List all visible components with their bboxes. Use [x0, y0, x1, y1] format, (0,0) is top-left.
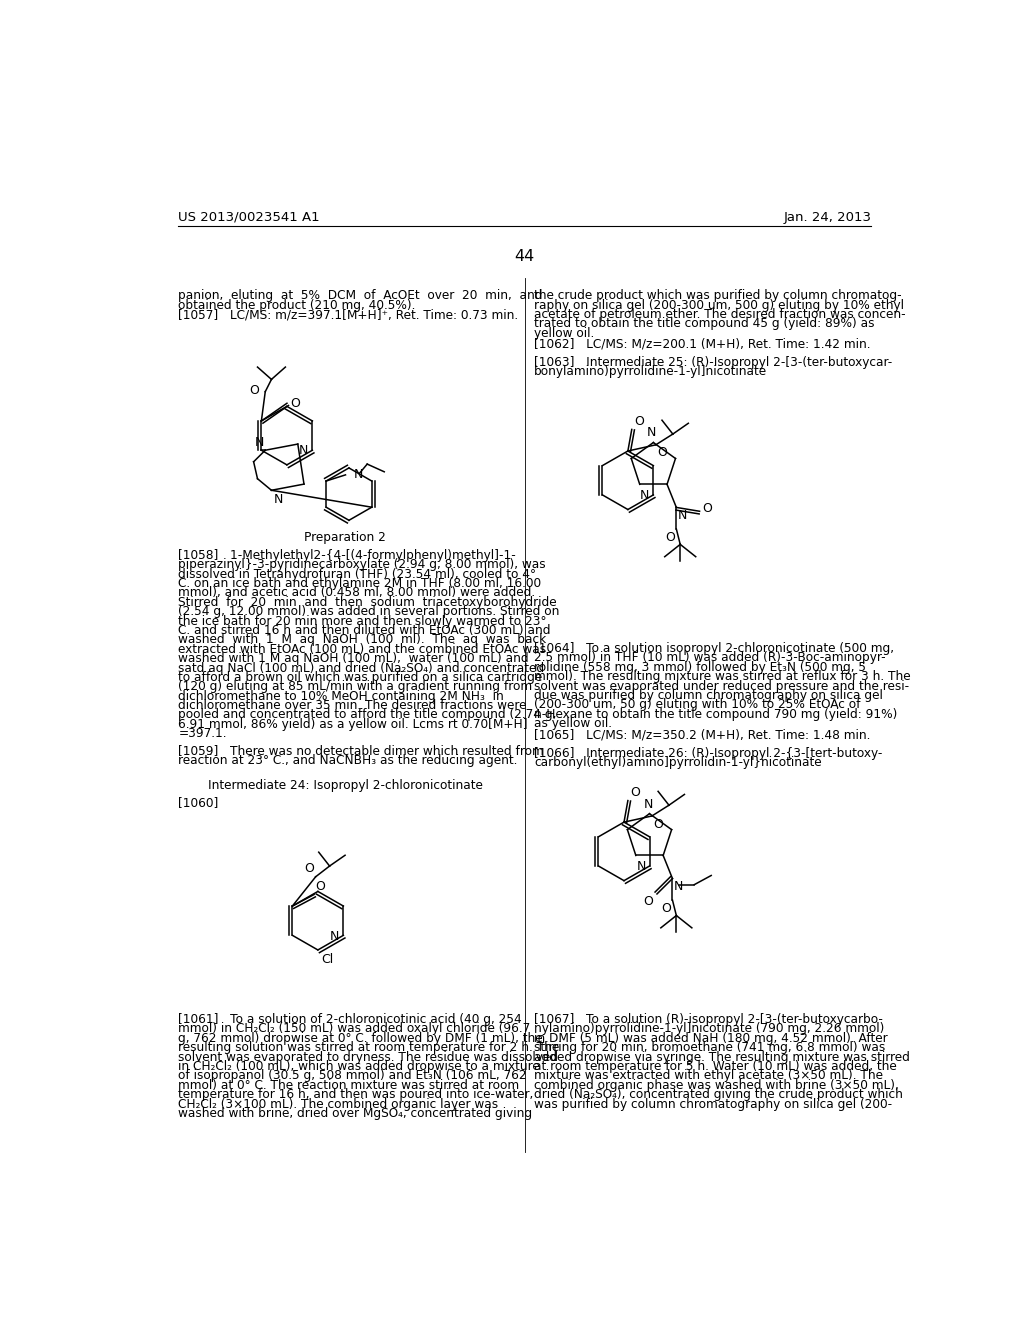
Text: acetate of petroleum ether. The desired fraction was concen-: acetate of petroleum ether. The desired … [535, 308, 905, 321]
Text: [1067]   To a solution (R)-isopropyl 2-[3-(ter-butoxycarbo-: [1067] To a solution (R)-isopropyl 2-[3-… [535, 1014, 883, 1026]
Text: [1062]   LC/MS: M/z=200.1 (M+H), Ret. Time: 1.42 min.: [1062] LC/MS: M/z=200.1 (M+H), Ret. Time… [535, 337, 870, 350]
Text: bonylamino)pyrrolidine-1-yl]nicotinate: bonylamino)pyrrolidine-1-yl]nicotinate [535, 364, 767, 378]
Text: (200-300 um, 50 g) eluting with 10% to 25% EtOAc of: (200-300 um, 50 g) eluting with 10% to 2… [535, 698, 860, 711]
Text: Intermediate 24: Isopropyl 2-chloronicotinate: Intermediate 24: Isopropyl 2-chloronicot… [208, 779, 482, 792]
Text: n-Hexane to obtain the title compound 790 mg (yield: 91%): n-Hexane to obtain the title compound 79… [535, 708, 897, 721]
Text: [1060]: [1060] [178, 796, 219, 809]
Text: 2.5 mmol) in THF (10 mL) was added (R)-3-Boc-aminopyr-: 2.5 mmol) in THF (10 mL) was added (R)-3… [535, 651, 886, 664]
Text: trated to obtain the title compound 45 g (yield: 89%) as: trated to obtain the title compound 45 g… [535, 318, 874, 330]
Text: obtained the product (210 mg, 40.5%).: obtained the product (210 mg, 40.5%). [178, 298, 416, 312]
Text: rolidine (558 mg, 3 mmol) followed by Et₃N (500 mg, 5: rolidine (558 mg, 3 mmol) followed by Et… [535, 661, 866, 673]
Text: was purified by column chromatography on silica gel (200-: was purified by column chromatography on… [535, 1098, 892, 1110]
Text: O: O [701, 503, 712, 515]
Text: C. and stirred 16 h and then diluted with EtOAc (300 mL) and: C. and stirred 16 h and then diluted wit… [178, 624, 551, 638]
Text: N: N [353, 469, 362, 482]
Text: combined organic phase was washed with brine (3×50 mL),: combined organic phase was washed with b… [535, 1078, 899, 1092]
Text: N: N [254, 436, 264, 449]
Text: O: O [662, 902, 671, 915]
Text: N: N [647, 426, 656, 440]
Text: washed with brine, dried over MgSO₄, concentrated giving: washed with brine, dried over MgSO₄, con… [178, 1107, 532, 1121]
Text: nylamino)pyrrolidine-1-yl]nicotinate (790 mg, 2.26 mmol): nylamino)pyrrolidine-1-yl]nicotinate (79… [535, 1023, 885, 1035]
Text: N: N [330, 931, 340, 944]
Text: O: O [653, 817, 664, 830]
Text: O: O [665, 531, 675, 544]
Text: raphy on silica gel (200-300 um, 500 g) eluting by 10% ethyl: raphy on silica gel (200-300 um, 500 g) … [535, 298, 904, 312]
Text: 44: 44 [515, 249, 535, 264]
Text: mmol) in CH₂Cl₂ (150 mL) was added oxalyl chloride (96.7: mmol) in CH₂Cl₂ (150 mL) was added oxaly… [178, 1023, 530, 1035]
Text: the crude product which was purified by column chromatog-: the crude product which was purified by … [535, 289, 902, 302]
Text: carbonyl(ethyl)amino]pyrrolidin-1-yl}nicotinate: carbonyl(ethyl)amino]pyrrolidin-1-yl}nic… [535, 756, 821, 770]
Text: solvent was evaporated to dryness. The residue was dissolved: solvent was evaporated to dryness. The r… [178, 1051, 558, 1064]
Text: N: N [636, 861, 645, 874]
Text: stirring for 20 min, bromoethane (741 mg, 6.8 mmol) was: stirring for 20 min, bromoethane (741 mg… [535, 1041, 886, 1055]
Text: g, 762 mmol) dropwise at 0° C. followed by DMF (1 mL), the: g, 762 mmol) dropwise at 0° C. followed … [178, 1032, 543, 1045]
Text: [1059]   There was no detectable dimer which resulted from: [1059] There was no detectable dimer whi… [178, 744, 544, 758]
Text: added dropwise via syringe. The resulting mixture was stirred: added dropwise via syringe. The resultin… [535, 1051, 910, 1064]
Text: to afford a brown oil which was purified on a silica cartridge: to afford a brown oil which was purified… [178, 671, 543, 684]
Text: 6.91 mmol, 86% yield) as a yellow oil. Lcms rt 0.70[M+H]: 6.91 mmol, 86% yield) as a yellow oil. L… [178, 718, 528, 731]
Text: at room temperature for 5 h. Water (10 mL) was added, the: at room temperature for 5 h. Water (10 m… [535, 1060, 897, 1073]
Text: O: O [657, 446, 668, 459]
Text: N: N [678, 510, 687, 521]
Text: due was purified by column chromatography on silica gel: due was purified by column chromatograph… [535, 689, 883, 702]
Text: [1064]   To a solution isopropyl 2-chloronicotinate (500 mg,: [1064] To a solution isopropyl 2-chloron… [535, 642, 894, 655]
Text: reaction at 23° C., and NaCNBH₃ as the reducing agent.: reaction at 23° C., and NaCNBH₃ as the r… [178, 754, 518, 767]
Text: N: N [273, 492, 284, 506]
Text: Jan. 24, 2013: Jan. 24, 2013 [783, 211, 871, 224]
Text: [1057]   LC/MS: m/z=397.1[M+H]⁺, Ret. Time: 0.73 min.: [1057] LC/MS: m/z=397.1[M+H]⁺, Ret. Time… [178, 308, 518, 321]
Text: pooled and concentrated to afford the title compound (2.74 g,: pooled and concentrated to afford the ti… [178, 709, 557, 722]
Text: N: N [640, 490, 649, 502]
Text: in DMF (5 mL) was added NaH (180 mg, 4.52 mmol). After: in DMF (5 mL) was added NaH (180 mg, 4.5… [535, 1032, 888, 1045]
Text: solvent was evaporated under reduced pressure and the resi-: solvent was evaporated under reduced pre… [535, 680, 909, 693]
Text: washed  with  1  M  aq  NaOH  (100  ml).  The  aq  was  back: washed with 1 M aq NaOH (100 ml). The aq… [178, 634, 547, 647]
Text: O: O [630, 785, 640, 799]
Text: O: O [304, 862, 314, 875]
Text: as yellow oil.: as yellow oil. [535, 717, 612, 730]
Text: the ice bath for 20 min more and then slowly warmed to 23°: the ice bath for 20 min more and then sl… [178, 615, 547, 627]
Text: yellow oil.: yellow oil. [535, 327, 594, 339]
Text: N: N [674, 880, 683, 894]
Text: O: O [634, 414, 644, 428]
Text: satd aq NaCl (100 mL) and dried (Na₂SO₄) and concentrated: satd aq NaCl (100 mL) and dried (Na₂SO₄)… [178, 661, 545, 675]
Text: Stirred  for  20  min  and  then  sodium  triacetoxyborohydride: Stirred for 20 min and then sodium triac… [178, 595, 557, 609]
Text: panion,  eluting  at  5%  DCM  of  AcOEt  over  20  min,  and: panion, eluting at 5% DCM of AcOEt over … [178, 289, 543, 302]
Text: O: O [315, 880, 326, 892]
Text: O: O [643, 895, 653, 908]
Text: Preparation 2: Preparation 2 [304, 531, 386, 544]
Text: mmol). The resulting mixture was stirred at reflux for 3 h. The: mmol). The resulting mixture was stirred… [535, 671, 910, 684]
Text: (120 g) eluting at 85 mL/min with a gradient running from: (120 g) eluting at 85 mL/min with a grad… [178, 680, 532, 693]
Text: N: N [298, 445, 308, 458]
Text: mmol) at 0° C. The reaction mixture was stirred at room: mmol) at 0° C. The reaction mixture was … [178, 1078, 519, 1092]
Text: =397.1.: =397.1. [178, 727, 227, 741]
Text: piperazinyl}-3-pyridinecarboxylate (2.94 g, 8.00 mmol), was: piperazinyl}-3-pyridinecarboxylate (2.94… [178, 558, 546, 572]
Text: extracted with EtOAc (100 mL) and the combined EtOAc was: extracted with EtOAc (100 mL) and the co… [178, 643, 547, 656]
Text: C. on an ice bath and ethylamine 2M in THF (8.00 ml, 16.00: C. on an ice bath and ethylamine 2M in T… [178, 577, 542, 590]
Text: mmol), and acetic acid (0.458 ml, 8.00 mmol) were added.: mmol), and acetic acid (0.458 ml, 8.00 m… [178, 586, 536, 599]
Text: washed with 1 M aq NaOH (100 mL),  water (100 mL) and: washed with 1 M aq NaOH (100 mL), water … [178, 652, 529, 665]
Text: [1061]   To a solution of 2-chloronicotinic acid (40 g, 254: [1061] To a solution of 2-chloronicotini… [178, 1014, 522, 1026]
Text: [1066]   Intermediate 26: (R)-Isopropyl 2-{3-[tert-butoxy-: [1066] Intermediate 26: (R)-Isopropyl 2-… [535, 747, 883, 760]
Text: [1058]   1-Methylethyl2-{4-[(4-formylphenyl)methyl]-1-: [1058] 1-Methylethyl2-{4-[(4-formylpheny… [178, 549, 516, 562]
Text: (2.54 g, 12.00 mmol) was added in several portions. Stirred on: (2.54 g, 12.00 mmol) was added in severa… [178, 605, 560, 618]
Text: [1063]   Intermediate 25: (R)-Isopropyl 2-[3-(ter-butoxycar-: [1063] Intermediate 25: (R)-Isopropyl 2-… [535, 355, 892, 368]
Text: N: N [643, 797, 652, 810]
Text: CH₂Cl₂ (3×100 mL). The combined organic layer was: CH₂Cl₂ (3×100 mL). The combined organic … [178, 1098, 499, 1110]
Text: of isopropanol (30.5 g, 508 mmol) and Et₃N (106 mL, 762: of isopropanol (30.5 g, 508 mmol) and Et… [178, 1069, 527, 1082]
Text: [1065]   LC/MS: M/z=350.2 (M+H), Ret. Time: 1.48 min.: [1065] LC/MS: M/z=350.2 (M+H), Ret. Time… [535, 729, 870, 742]
Text: in CH₂Cl₂ (100 mL), which was added dropwise to a mixture: in CH₂Cl₂ (100 mL), which was added drop… [178, 1060, 540, 1073]
Text: temperature for 16 h, and then was poured into ice-water,: temperature for 16 h, and then was poure… [178, 1088, 534, 1101]
Text: Cl: Cl [322, 953, 334, 966]
Text: dried (Na₂SO₄), concentrated giving the crude product which: dried (Na₂SO₄), concentrated giving the … [535, 1088, 903, 1101]
Text: dichloromethane to 10% MeOH containing 2M NH₃  in: dichloromethane to 10% MeOH containing 2… [178, 689, 504, 702]
Text: O: O [249, 384, 259, 397]
Text: dichloromethane over 35 min. The desired fractions were: dichloromethane over 35 min. The desired… [178, 700, 527, 711]
Text: dissolved in Tetrahydrofuran (THF) (23.54 ml), cooled to 4°: dissolved in Tetrahydrofuran (THF) (23.5… [178, 568, 537, 581]
Text: resulting solution was stirred at room temperature for 2 h. The: resulting solution was stirred at room t… [178, 1041, 560, 1055]
Text: mixture was extracted with ethyl acetate (3×50 mL). The: mixture was extracted with ethyl acetate… [535, 1069, 883, 1082]
Text: O: O [290, 397, 300, 409]
Text: US 2013/0023541 A1: US 2013/0023541 A1 [178, 211, 319, 224]
